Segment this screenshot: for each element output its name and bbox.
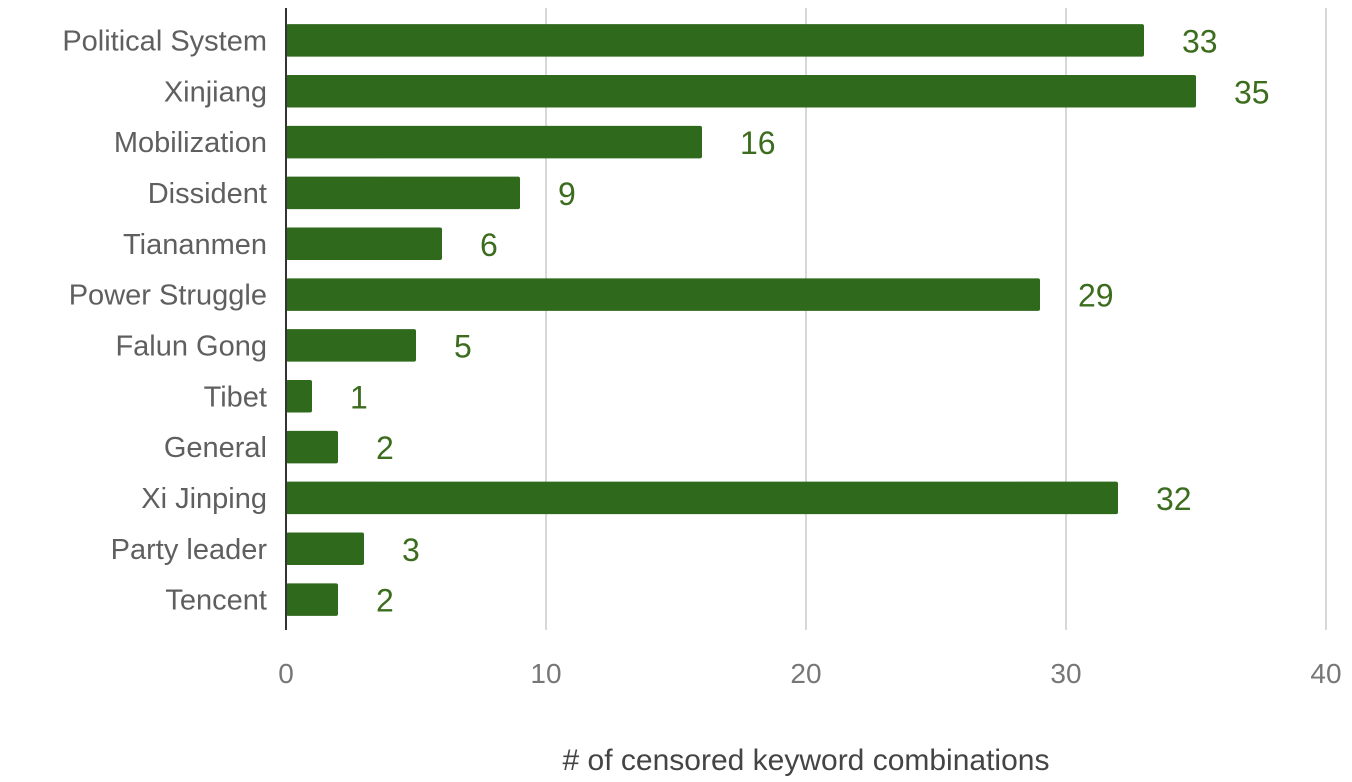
x-tick-label: 10 <box>530 658 561 689</box>
data-label: 2 <box>376 583 394 619</box>
data-label: 9 <box>558 176 576 212</box>
category-label: Tiananmen <box>123 229 267 261</box>
data-label: 3 <box>402 532 420 568</box>
data-label: 5 <box>454 328 472 364</box>
bar <box>286 227 442 261</box>
bar <box>286 125 702 159</box>
data-label: 29 <box>1078 278 1114 314</box>
bar <box>286 74 1196 108</box>
bar <box>286 329 416 362</box>
x-tick-labels: 0 10 20 30 40 <box>278 658 1341 689</box>
data-label: 6 <box>480 227 498 263</box>
data-label: 16 <box>740 125 776 161</box>
category-label: Mobilization <box>114 127 267 159</box>
x-axis-title: # of censored keyword combinations <box>563 744 1050 777</box>
x-tick-label: 0 <box>278 658 294 689</box>
category-label: Political System <box>62 25 267 57</box>
bar <box>286 430 338 464</box>
category-label: Dissident <box>148 178 267 210</box>
data-label: 2 <box>376 430 394 466</box>
data-label: 32 <box>1156 481 1192 517</box>
bars <box>286 24 1196 616</box>
bar <box>286 379 312 413</box>
gridlines <box>545 8 1327 630</box>
x-tick-label: 20 <box>790 658 821 689</box>
category-label: Xi Jinping <box>141 483 267 515</box>
category-label: Party leader <box>111 534 268 566</box>
category-label: Falun Gong <box>115 330 267 362</box>
bar <box>286 583 338 616</box>
category-labels: Political System Xinjiang Mobilization Diss… <box>62 25 267 616</box>
bar <box>286 278 1040 311</box>
data-label: 33 <box>1182 23 1218 59</box>
data-label: 35 <box>1234 74 1270 110</box>
bar <box>286 532 364 566</box>
bar <box>286 176 520 210</box>
x-tick-label: 40 <box>1310 658 1341 689</box>
category-label: Xinjiang <box>164 76 267 108</box>
category-label: General <box>164 432 267 464</box>
category-label: Tibet <box>204 381 267 413</box>
bar <box>286 24 1144 57</box>
x-tick-label: 30 <box>1050 658 1081 689</box>
data-label: 1 <box>350 379 368 415</box>
bar <box>286 481 1118 515</box>
category-label: Tencent <box>165 585 267 617</box>
category-label: Power Struggle <box>69 280 267 312</box>
